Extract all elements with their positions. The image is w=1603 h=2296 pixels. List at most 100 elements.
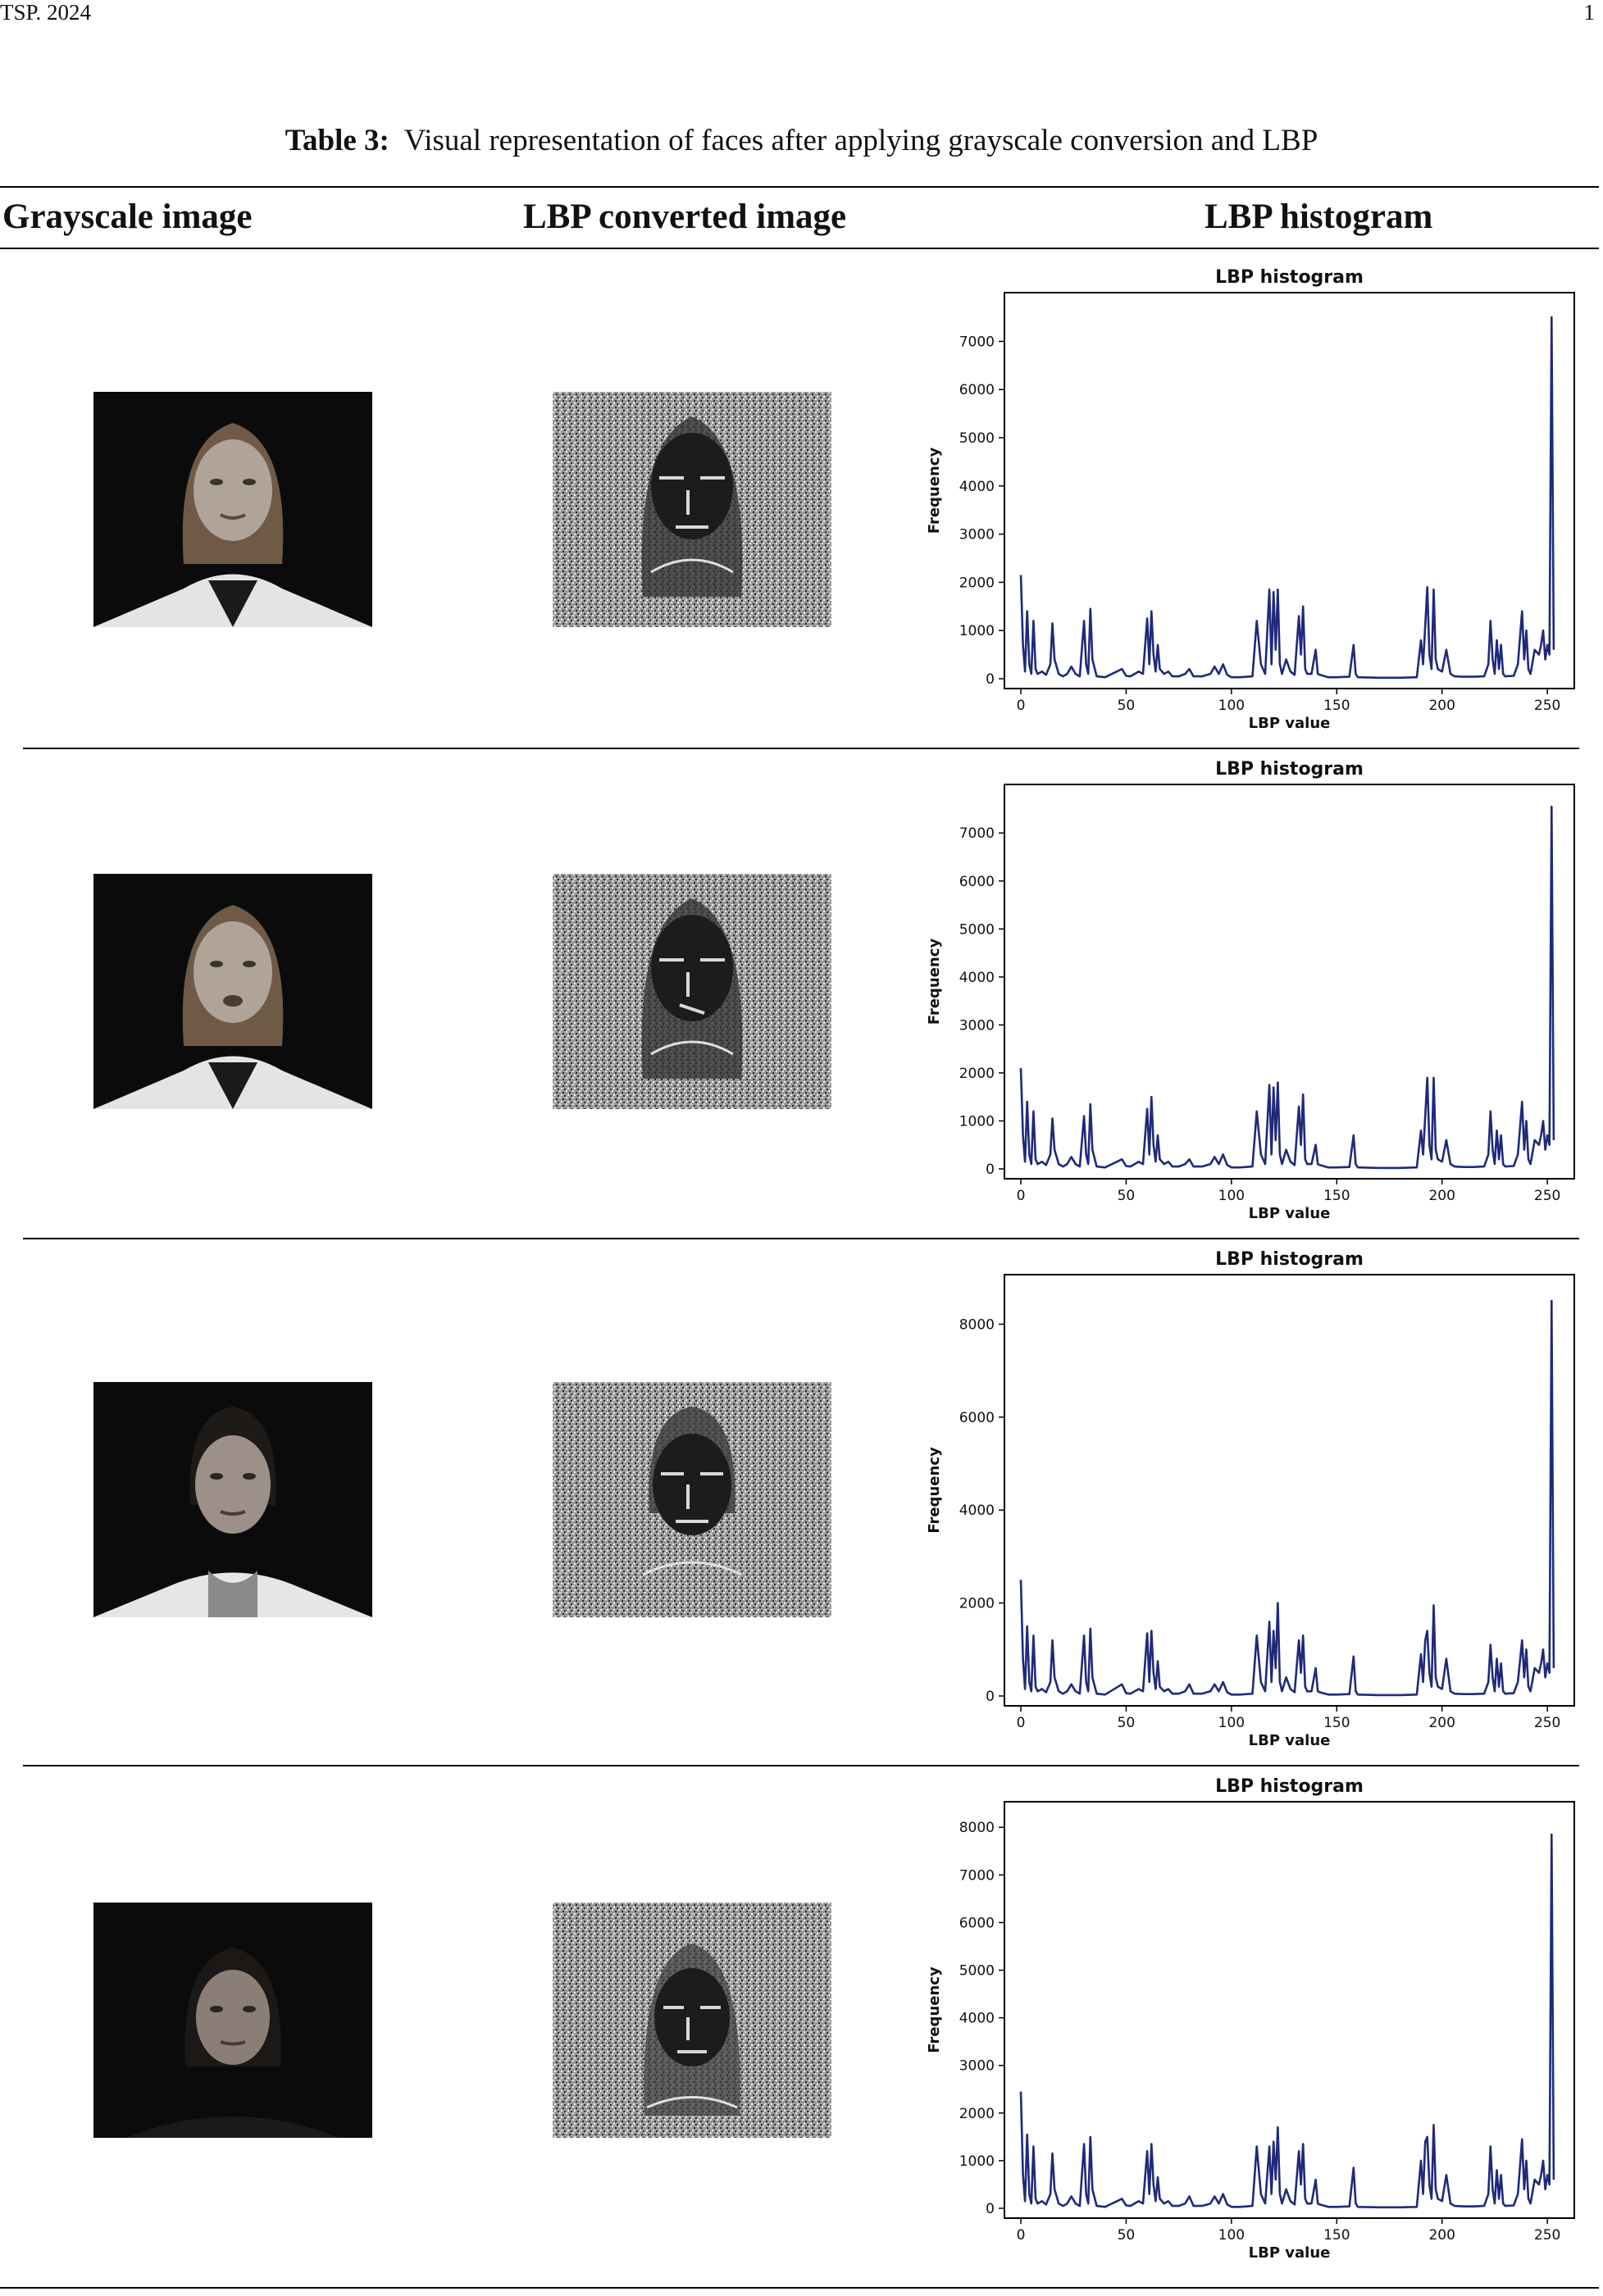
y-tick-label: 4000: [959, 479, 995, 495]
x-tick-label: 200: [1428, 2227, 1455, 2244]
y-tick-label: 2000: [959, 575, 995, 591]
table-caption-text: Visual representation of faces after app…: [403, 124, 1318, 157]
y-tick-label: 6000: [959, 874, 995, 890]
x-tick-label: 250: [1534, 1188, 1560, 1204]
y-axis-label: Frequency: [926, 1966, 943, 2053]
lbp-histogram-chart: LBP histogram 0 50 100 150 200 250 0 1000 2000 300…: [926, 267, 1575, 732]
x-tick-label: 0: [1017, 698, 1026, 714]
y-tick-label: 1000: [959, 623, 995, 639]
x-tick-label: 100: [1218, 1188, 1245, 1204]
y-tick-label: 6000: [959, 382, 995, 398]
y-tick-label: 0: [986, 2201, 995, 2217]
histogram-series-line: [1019, 1833, 1555, 2209]
y-tick-label: 4000: [959, 1503, 995, 1519]
page-number: 1: [1583, 0, 1596, 25]
x-tick-label: 0: [1017, 2227, 1026, 2244]
column-header-lbp-histogram: LBP histogram: [1205, 198, 1433, 236]
histogram-series-line: [1019, 805, 1555, 1170]
row-divider: [23, 1765, 1579, 1766]
plot-frame: [1004, 292, 1575, 689]
y-tick-label: 0: [986, 1689, 995, 1705]
x-tick-label: 0: [1017, 1715, 1026, 1731]
grayscale-face-image: [93, 1382, 372, 1617]
x-tick-label: 50: [1118, 1715, 1136, 1731]
x-tick-label: 150: [1323, 1188, 1350, 1204]
y-tick-label: 0: [986, 1162, 995, 1178]
histogram-series-line: [1019, 316, 1555, 680]
lbp-histogram-chart: LBP histogram 0 50 100 150 200 250 0 1000 2000 300…: [926, 759, 1575, 1222]
y-tick-label: 7000: [959, 334, 995, 350]
y-tick-label: 6000: [959, 1915, 995, 1931]
chart-title: LBP histogram: [1215, 1776, 1364, 1797]
chart-title: LBP histogram: [1215, 267, 1364, 288]
y-tick-label: 1000: [959, 2153, 995, 2170]
y-tick-label: 5000: [959, 430, 995, 447]
grayscale-face-image: [93, 874, 372, 1109]
y-tick-label: 3000: [959, 2058, 995, 2075]
y-tick-label: 5000: [959, 1963, 995, 1980]
y-tick-label: 5000: [959, 921, 995, 938]
x-tick-label: 150: [1323, 1715, 1350, 1731]
y-axis-label: Frequency: [926, 939, 943, 1025]
y-tick-label: 1000: [959, 1113, 995, 1130]
y-axis-label: Frequency: [926, 448, 943, 534]
y-tick-label: 6000: [959, 1410, 995, 1426]
lbp-histogram-chart: LBP histogram 0 50 100 150 200 250 0 1000 2000 300…: [926, 1776, 1575, 2262]
table-header-rule: [0, 248, 1599, 249]
x-tick-label: 200: [1428, 1715, 1455, 1731]
x-tick-label: 100: [1218, 2227, 1245, 2244]
plot-frame: [1004, 1801, 1575, 2219]
x-axis-label: LBP value: [1249, 1732, 1331, 1749]
lbp-face-image: [553, 1382, 831, 1617]
x-tick-label: 50: [1118, 698, 1136, 714]
x-tick-label: 150: [1323, 698, 1350, 714]
y-axis-label: Frequency: [926, 1447, 943, 1534]
y-tick-label: 3000: [959, 1017, 995, 1034]
x-tick-label: 100: [1218, 1715, 1245, 1731]
x-axis-label: LBP value: [1249, 715, 1331, 732]
y-tick-label: 4000: [959, 2011, 995, 2027]
table-label: Table 3:: [285, 124, 389, 157]
table-caption: Table 3: Visual representation of faces …: [0, 123, 1603, 158]
histogram-series-line: [1019, 1299, 1555, 1697]
running-header: TSP. 2024: [0, 0, 92, 25]
x-tick-label: 250: [1534, 2227, 1560, 2244]
table-bottom-rule: [0, 2287, 1599, 2289]
x-tick-label: 0: [1017, 1188, 1026, 1204]
y-tick-label: 4000: [959, 970, 995, 986]
x-tick-label: 250: [1534, 1715, 1560, 1731]
y-tick-label: 8000: [959, 1316, 995, 1333]
x-axis-label: LBP value: [1249, 2244, 1331, 2262]
y-tick-label: 7000: [959, 1867, 995, 1884]
column-header-lbp-image: LBP converted image: [523, 198, 847, 236]
x-axis-label: LBP value: [1249, 1205, 1331, 1222]
y-tick-label: 3000: [959, 527, 995, 543]
y-tick-label: 2000: [959, 2106, 995, 2122]
lbp-face-image: [553, 874, 831, 1109]
lbp-face-image: [553, 1903, 831, 2138]
y-tick-label: 0: [986, 671, 995, 688]
x-tick-label: 50: [1118, 1188, 1136, 1204]
x-tick-label: 200: [1428, 1188, 1455, 1204]
column-header-grayscale: Grayscale image: [2, 198, 253, 236]
row-divider: [23, 748, 1579, 749]
chart-title: LBP histogram: [1215, 759, 1364, 780]
y-tick-label: 8000: [959, 1820, 995, 1836]
lbp-face-image: [553, 392, 831, 627]
plot-frame: [1004, 784, 1575, 1180]
lbp-histogram-chart: LBP histogram 0 50 100 150 200 250 0 2000 4000 600…: [926, 1249, 1575, 1749]
y-tick-label: 7000: [959, 825, 995, 842]
row-divider: [23, 1238, 1579, 1239]
x-tick-label: 50: [1118, 2227, 1136, 2244]
x-tick-label: 250: [1534, 698, 1560, 714]
x-tick-label: 100: [1218, 698, 1245, 714]
x-tick-label: 200: [1428, 698, 1455, 714]
grayscale-face-image: [93, 1903, 372, 2138]
grayscale-face-image: [93, 392, 372, 627]
chart-title: LBP histogram: [1215, 1249, 1364, 1270]
y-tick-label: 2000: [959, 1066, 995, 1082]
table-top-rule: [0, 186, 1599, 188]
x-tick-label: 150: [1323, 2227, 1350, 2244]
plot-frame: [1004, 1274, 1575, 1707]
y-tick-label: 2000: [959, 1596, 995, 1612]
